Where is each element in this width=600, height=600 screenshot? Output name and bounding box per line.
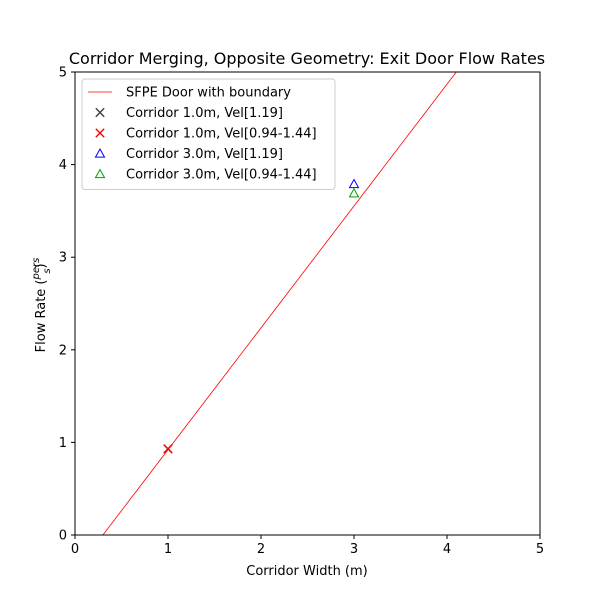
axes-frame [74, 71, 541, 536]
axes: 0 1 2 3 4 5 0 1 2 3 4 5 [59, 66, 544, 558]
y-axis-label-prefix: Flow Rate ( [34, 280, 49, 353]
x-tick-label: 3 [350, 542, 358, 557]
sfpe-line [102, 72, 457, 535]
x-tick-label: 1 [164, 542, 172, 557]
x-axis-label: Corridor Width (m) [246, 564, 368, 579]
y-tick-label: 2 [59, 343, 67, 358]
y-tick-label: 4 [59, 158, 67, 173]
x-tick-label: 2 [257, 542, 265, 557]
legend-label: SFPE Door with boundary [126, 86, 291, 101]
x-tick-label: 5 [536, 542, 544, 557]
chart-title: Corridor Merging, Opposite Geometry: Exi… [69, 49, 545, 68]
data-point-series-2 [163, 444, 173, 454]
svg-text:Flow Rate (perss): Flow Rate (perss) [31, 258, 53, 353]
legend-label: Corridor 3.0m, Vel[1.19] [126, 147, 283, 162]
data-point-series-3 [348, 178, 360, 189]
legend-label: Corridor 1.0m, Vel[0.94-1.44] [126, 127, 317, 142]
y-axis-label-suffix: ) [34, 263, 49, 268]
legend-swatch [95, 128, 105, 138]
legend: SFPE Door with boundary Corridor 1.0m, Ve… [81, 78, 336, 190]
y-axis-label: Flow Rate (perss) [31, 258, 53, 353]
y-axis-label-denominator: s [42, 268, 53, 273]
x-tick-label: 0 [71, 542, 79, 557]
legend-swatch [95, 107, 105, 118]
legend-box [81, 78, 336, 190]
y-tick-label: 3 [59, 251, 67, 266]
legend-swatch [94, 147, 106, 158]
y-axis-label-numerator: pers [31, 258, 42, 281]
x-tick-label: 4 [443, 542, 451, 557]
legend-label: Corridor 1.0m, Vel[1.19] [126, 106, 283, 121]
plot-area [102, 72, 457, 535]
legend-swatch [94, 168, 106, 179]
y-tick-label: 0 [59, 529, 67, 544]
data-point-series-4 [348, 187, 360, 198]
y-tick-label: 5 [59, 66, 67, 81]
y-tick-label: 1 [59, 436, 67, 451]
legend-label: Corridor 3.0m, Vel[0.94-1.44] [126, 168, 317, 183]
